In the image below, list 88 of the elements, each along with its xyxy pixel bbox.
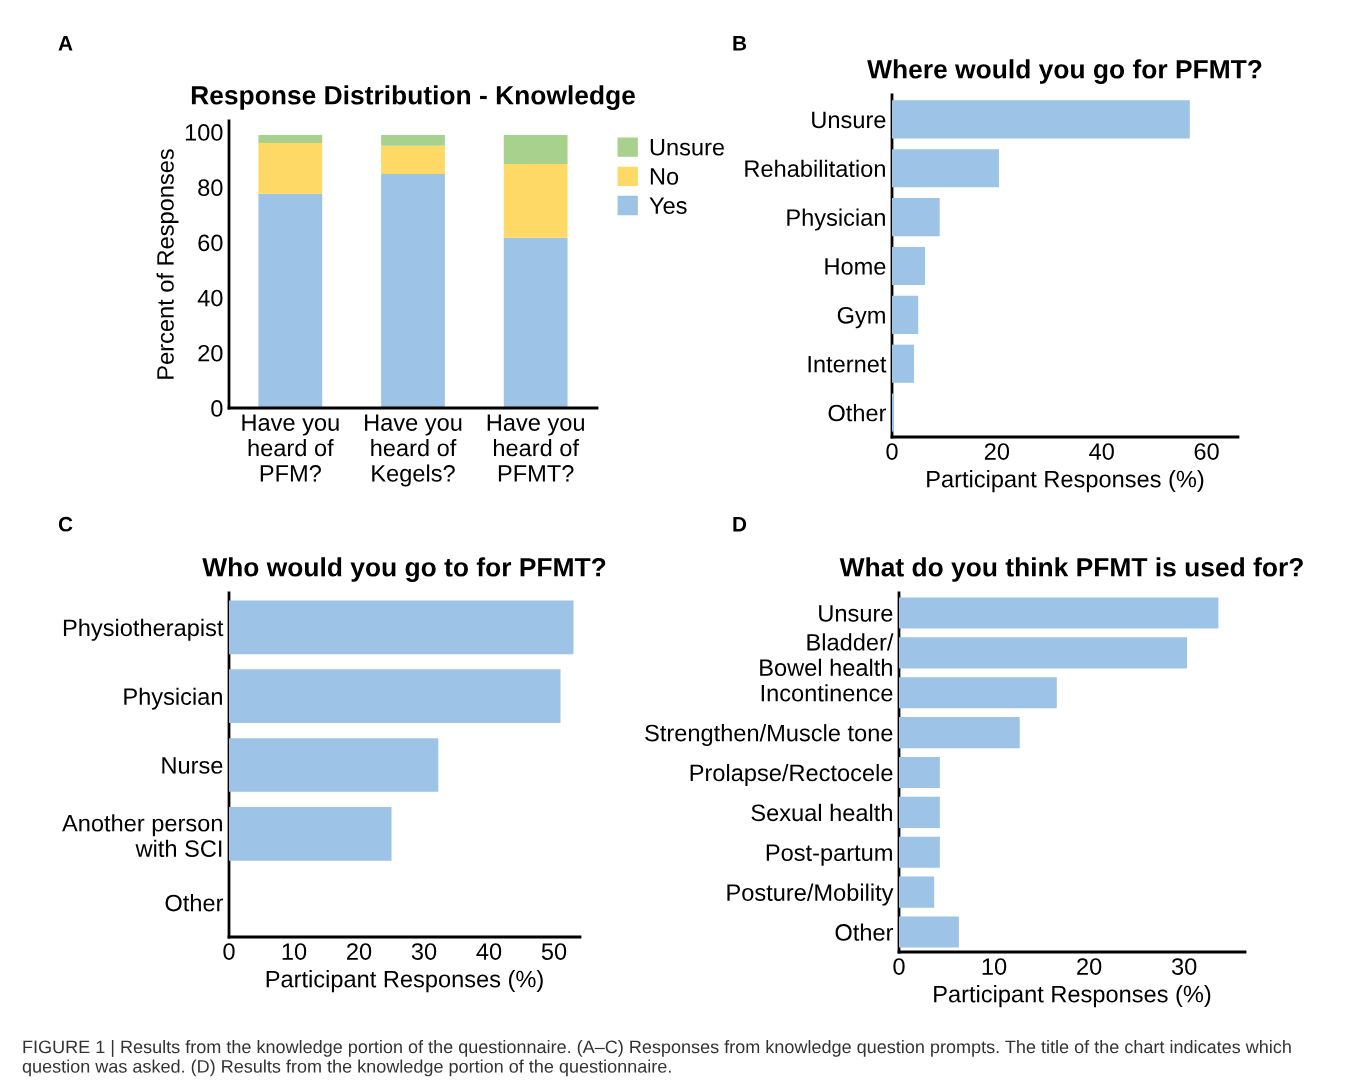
text: A <box>58 36 73 51</box>
bar <box>381 173 445 408</box>
y-tick-label: Other <box>828 404 887 422</box>
chart-title: Response Distribution - Knowledge <box>191 85 635 110</box>
legend-label: Yes <box>649 197 687 215</box>
bar <box>381 135 445 146</box>
x-tick-label: 60 <box>1194 443 1219 460</box>
y-tick-label: 60 <box>198 234 223 252</box>
text: C <box>58 516 73 532</box>
x-axis-title: Participant Responses (%) <box>934 985 1211 1008</box>
y-tick-label: Gym <box>837 306 885 329</box>
y-tick-label: Other <box>835 923 894 941</box>
x-tick-label: Have you heard of Kegels? <box>365 414 462 487</box>
bar <box>892 295 919 334</box>
y-tick-label: Strengthen/Muscle tone <box>645 724 893 747</box>
x-tick-label: 10 <box>982 958 1007 975</box>
y-tick-label: Internet <box>808 356 887 373</box>
bar <box>892 149 999 188</box>
x-tick-label: 20 <box>1077 958 1102 975</box>
legend-label: Unsure <box>650 139 725 156</box>
bar <box>503 135 568 165</box>
chart-title: What do you think PFMT is used for? <box>839 557 1303 582</box>
y-tick-label: 40 <box>197 289 223 307</box>
bar <box>503 237 568 408</box>
bar <box>899 637 1188 669</box>
caption: FIGURE 1 | Results from the knowledge portion of the questionnaire. (A–C) Responses from knowledge question prompts. The title of the chart indicates which question was asked. (D) Results from the knowledge portion of the questionnaire. <box>22 1040 1291 1077</box>
legend-label: No <box>650 168 679 185</box>
y-tick-label: Incontinence <box>761 684 893 702</box>
x-tick-label: 20 <box>347 943 372 960</box>
bar <box>899 717 1020 749</box>
x-tick-label: 0 <box>893 958 905 975</box>
y-axis-title: Percent of Responses <box>156 149 179 379</box>
y-tick-label: Physician <box>787 208 885 231</box>
y-tick-label: Home <box>825 258 886 275</box>
bar <box>892 344 915 383</box>
bar <box>892 393 895 432</box>
bar <box>381 145 445 174</box>
x-tick-label: 30 <box>1171 958 1197 975</box>
chart-title: Where would you go for PFMT? <box>867 59 1262 84</box>
y-tick-label: 80 <box>198 179 223 197</box>
bar <box>899 677 1057 709</box>
bar <box>229 669 561 724</box>
y-tick-label: Other <box>165 894 224 912</box>
x-tick-label: 40 <box>1089 443 1114 460</box>
y-tick-label: 20 <box>198 344 223 362</box>
bar <box>229 600 574 655</box>
y-tick-label: 0 <box>211 400 223 417</box>
y-tick-label: Another person with SCI <box>62 814 222 858</box>
chart-title: Who would you go to for PFMT? <box>202 557 606 582</box>
bar <box>258 143 323 194</box>
bar <box>258 193 323 408</box>
y-tick-label: Prolapse/Rectocele <box>690 763 893 786</box>
bar <box>258 135 323 144</box>
y-tick-label: Nurse <box>162 757 223 774</box>
bar <box>229 806 392 861</box>
y-tick-label: Bladder/ Bowel health <box>760 633 894 677</box>
y-tick-label: Rehabilitation <box>745 159 885 178</box>
x-tick-label: 30 <box>411 943 437 960</box>
bar <box>899 756 940 789</box>
y-tick-label: Unsure <box>812 111 886 129</box>
text: D <box>733 517 747 532</box>
bar <box>899 836 940 868</box>
bar <box>892 246 926 286</box>
y-tick-label: Post-partum <box>766 844 892 866</box>
y-tick-label: Posture/Mobility <box>727 883 894 906</box>
bar <box>892 100 1190 139</box>
x-tick-label: Have you heard of PFMT? <box>487 414 584 482</box>
bar <box>503 164 568 238</box>
x-tick-label: Have you heard of PFM? <box>242 414 339 482</box>
x-tick-label: 50 <box>541 943 567 960</box>
text: B <box>733 36 747 51</box>
x-tick-label: 0 <box>223 943 235 960</box>
bar <box>899 796 940 828</box>
bar <box>229 738 439 792</box>
bar <box>899 916 959 948</box>
y-tick-label: Unsure <box>819 605 893 622</box>
y-tick-label: Physiotherapist <box>63 618 224 641</box>
y-tick-label: 100 <box>185 124 223 141</box>
x-axis-title: Participant Responses (%) <box>266 970 543 993</box>
bar <box>899 597 1219 629</box>
x-tick-label: 20 <box>984 443 1010 460</box>
y-tick-label: Physician <box>124 687 222 710</box>
y-tick-label: Sexual health <box>751 803 892 822</box>
bar <box>892 198 940 237</box>
x-axis-title: Participant Responses (%) <box>927 470 1204 493</box>
bar <box>899 876 935 908</box>
x-tick-label: 40 <box>476 943 502 960</box>
x-tick-label: 10 <box>282 943 307 960</box>
